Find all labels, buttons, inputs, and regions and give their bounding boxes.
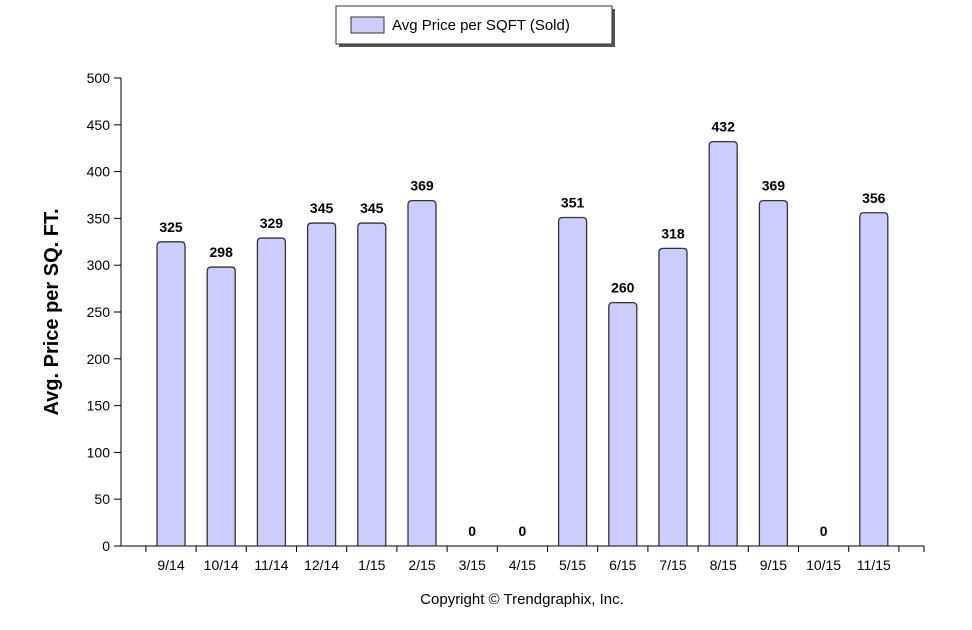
- y-tick-label: 200: [87, 351, 111, 367]
- bar-7-15: [658, 247, 688, 547]
- data-label: 369: [410, 178, 434, 194]
- bar-10-14: [206, 266, 236, 547]
- x-tick-label: 10/14: [204, 557, 239, 573]
- data-label: 298: [210, 244, 234, 260]
- data-label: 260: [611, 280, 635, 296]
- x-tick-label: 9/15: [760, 557, 787, 573]
- bar-8-15: [708, 140, 738, 547]
- data-label: 345: [360, 200, 384, 216]
- bar-2-15: [407, 199, 437, 547]
- x-tick-label: 11/14: [254, 557, 288, 573]
- x-tick-label: 7/15: [659, 557, 686, 573]
- data-label: 351: [561, 194, 585, 210]
- x-tick-label: 3/15: [459, 557, 486, 573]
- bar-5-15: [557, 216, 588, 547]
- y-axis-label: Avg. Price per SQ. FT.: [41, 208, 63, 415]
- y-tick-label: 0: [102, 538, 110, 554]
- x-tick-label: 2/15: [408, 557, 435, 573]
- x-tick-label: 5/15: [559, 557, 586, 573]
- x-tick-label: 12/14: [304, 557, 339, 573]
- bar-6-15: [608, 301, 638, 547]
- bar-12-14: [306, 222, 337, 547]
- x-tick-label: 4/15: [509, 557, 536, 573]
- bar-1-15: [357, 222, 387, 547]
- x-tick-label: 1/15: [358, 557, 385, 573]
- y-tick-label: 400: [87, 164, 111, 180]
- y-tick-label: 250: [87, 304, 111, 320]
- data-label: 318: [661, 225, 685, 241]
- legend-swatch: [350, 16, 385, 34]
- bar-11-14: [256, 237, 287, 547]
- y-tick-label: 150: [87, 398, 111, 414]
- y-tick-label: 50: [94, 491, 110, 507]
- data-label: 356: [862, 190, 886, 206]
- x-tick-label: 9/14: [157, 557, 184, 573]
- bars: 325 298 329 345 345 369 0 0 351 260 318 432 369 0 356: [156, 119, 889, 547]
- data-label: 0: [820, 523, 828, 539]
- y-tick-label: 450: [87, 117, 111, 133]
- bar-11-15: [859, 212, 889, 547]
- data-label: 345: [310, 200, 334, 216]
- y-tick-label: 350: [87, 210, 111, 226]
- x-tick-label: 6/15: [609, 557, 636, 573]
- data-label: 369: [762, 178, 786, 194]
- x-tick-label: 10/15: [806, 557, 841, 573]
- data-label: 329: [260, 215, 284, 231]
- copyright-text: Copyright © Trendgraphix, Inc.: [420, 591, 624, 608]
- bar-9-14: [156, 241, 186, 547]
- data-label: 325: [159, 219, 183, 235]
- x-tick-label: 11/15: [857, 557, 891, 573]
- x-ticks: 9/14 10/14 11/14 12/14 1/15 2/15 3/15 4/15 5/15 6…: [145, 546, 925, 573]
- data-label: 0: [468, 523, 476, 539]
- y-tick-label: 100: [87, 444, 111, 460]
- data-label: 0: [519, 523, 527, 539]
- x-tick-label: 8/15: [710, 557, 737, 573]
- y-ticks: 0 50 100 150 200 250 300 350 400 450 500: [87, 70, 121, 554]
- y-tick-label: 300: [87, 257, 111, 273]
- y-tick-label: 500: [87, 70, 111, 86]
- legend: Avg Price per SQFT (Sold): [335, 5, 615, 47]
- bar-9-15: [758, 199, 789, 547]
- legend-label: Avg Price per SQFT (Sold): [392, 17, 570, 34]
- data-label: 432: [712, 119, 736, 135]
